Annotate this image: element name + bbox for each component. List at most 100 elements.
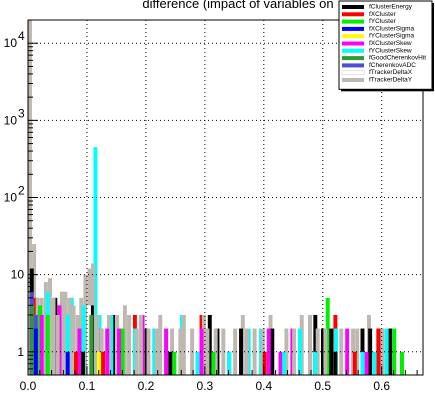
legend-label: fClusterEnergy [369, 4, 413, 11]
bar-series-1 [73, 351, 78, 375]
bar-series-10 [138, 314, 143, 375]
bar-series-6 [195, 351, 200, 375]
bar-series-5 [345, 328, 350, 375]
bar-series-10 [244, 328, 249, 375]
legend-swatch [342, 63, 364, 68]
bar-series-0 [388, 328, 393, 375]
legend-label: fTrackerDeltaY [369, 77, 413, 84]
y-tick-exponent: 3 [18, 106, 25, 120]
bar-series-1 [101, 351, 106, 375]
bar-series-10 [221, 328, 226, 375]
legend-label: fGoodCherenkovHit [369, 55, 426, 62]
bar-series-2 [325, 297, 330, 375]
bar-series-10 [213, 328, 218, 375]
bar-series-5 [278, 351, 283, 375]
bar-series-5 [77, 328, 82, 375]
bars-layer [28, 20, 404, 375]
bar-series-0 [321, 328, 325, 375]
legend-label: fYCluster [369, 18, 397, 25]
legend-swatch [342, 48, 364, 53]
bar-series-10 [71, 305, 76, 375]
legend-label: fYClusterSkew [369, 47, 412, 54]
bar-series-10 [55, 314, 60, 375]
legend-swatch [342, 19, 364, 24]
legend-swatch [342, 56, 364, 61]
x-tick-label: 0.2 [138, 379, 155, 393]
bar-series-10 [158, 314, 163, 375]
legend: fClusterEnergyfXClusterfYClusterfXCluste… [338, 0, 434, 92]
bar-series-10 [59, 291, 64, 375]
bar-series-10 [292, 328, 297, 375]
bar-series-10 [308, 314, 312, 375]
y-tick-label: 10 [11, 268, 25, 282]
bar-series-0 [239, 328, 244, 375]
y-tick-exponent: 4 [18, 29, 25, 43]
bar-series-10 [201, 314, 206, 375]
bar-series-1 [262, 351, 267, 375]
bar-series-5 [39, 314, 44, 375]
legend-swatch [341, 70, 365, 75]
x-tick-label: 0.1 [79, 379, 96, 393]
legend-swatch [342, 26, 364, 31]
bar-series-10 [205, 328, 210, 375]
bar-series-6 [313, 351, 318, 375]
y-tick-exponent: 2 [18, 184, 25, 198]
legend-label: fXClusterSigma [369, 25, 415, 32]
bar-series-0 [313, 314, 318, 375]
bar-series-10 [315, 328, 320, 375]
x-tick-label: 0.6 [373, 379, 390, 393]
bar-series-10 [127, 314, 131, 375]
y-tick-label: 10 [4, 113, 18, 127]
bar-series-5 [105, 328, 110, 375]
bar-series-2 [120, 328, 125, 375]
y-tick-label: 1 [17, 345, 24, 359]
legend-label: fXCluster [369, 11, 397, 18]
bar-series-5 [364, 351, 369, 375]
bar-series-0 [168, 351, 173, 375]
bar-series-9 [86, 305, 91, 375]
y-tick-label: 10 [4, 191, 18, 205]
legend-swatch [342, 5, 364, 9]
bar-series-0 [333, 351, 338, 375]
bar-series-3 [65, 351, 70, 375]
bar-series-6 [298, 328, 302, 375]
ticks-layer [27, 19, 418, 376]
bar-series-10 [380, 328, 385, 375]
bar-series-6 [65, 314, 70, 375]
bar-series-2 [392, 328, 397, 375]
bar-series-10 [95, 314, 100, 375]
x-tick-label: 0.5 [314, 379, 331, 393]
bar-series-0 [368, 328, 373, 375]
chart-title: difference (impact of variables on [142, 0, 333, 11]
bar-series-10 [339, 328, 344, 375]
bar-series-5 [164, 328, 169, 375]
bar-series-6 [109, 314, 114, 375]
x-tick-label: 0.0 [20, 379, 37, 393]
bar-series-10 [181, 314, 186, 375]
legend-swatch [342, 78, 364, 82]
bar-series-4 [96, 351, 101, 375]
bar-series-7 [89, 314, 94, 375]
bar-series-5 [199, 328, 204, 375]
legend-swatch [342, 12, 364, 17]
bar-series-5 [117, 328, 121, 375]
bar-series-2 [211, 351, 216, 375]
bar-series-6 [93, 147, 98, 375]
bar-series-1 [376, 328, 381, 375]
bar-series-10 [63, 291, 68, 375]
bar-series-10 [233, 328, 238, 375]
legend-swatch [342, 41, 364, 46]
bar-series-6 [152, 328, 157, 375]
bar-series-6 [372, 351, 377, 375]
bar-series-10 [284, 328, 289, 375]
bar-series-10 [355, 328, 360, 375]
bar-series-2 [45, 314, 50, 375]
bar-series-6 [384, 328, 389, 375]
bar-series-0 [81, 351, 86, 375]
bar-series-1 [352, 351, 357, 375]
bar-series-6 [360, 351, 365, 375]
bar-series-2 [400, 351, 404, 375]
bar-series-10 [122, 305, 127, 375]
bar-series-0 [207, 314, 212, 375]
